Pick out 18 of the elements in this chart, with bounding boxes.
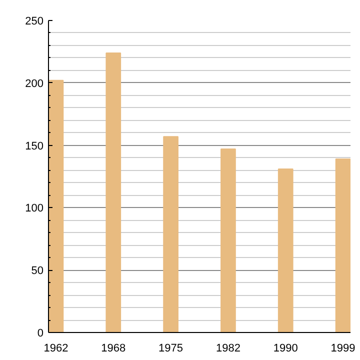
x-tick-label: 1982 (216, 342, 240, 354)
x-tick-label: 1975 (158, 342, 184, 354)
y-tick-label: 250 (25, 16, 44, 28)
x-tick-label: 1990 (273, 342, 298, 354)
y-tick-label: 50 (31, 265, 44, 278)
bar (278, 168, 294, 332)
bar (163, 136, 178, 332)
x-tick-label: 1962 (44, 342, 68, 354)
y-tick-label: 200 (25, 78, 44, 90)
x-tick-label: 1999 (330, 342, 356, 354)
x-tick-label: 1968 (101, 342, 126, 354)
bar (335, 158, 350, 332)
bar (106, 52, 122, 332)
y-tick-label: 150 (25, 140, 44, 152)
bar (48, 80, 64, 332)
y-tick-label: 100 (25, 202, 44, 215)
y-tick-label: 0 (37, 328, 44, 340)
bar (220, 148, 236, 332)
